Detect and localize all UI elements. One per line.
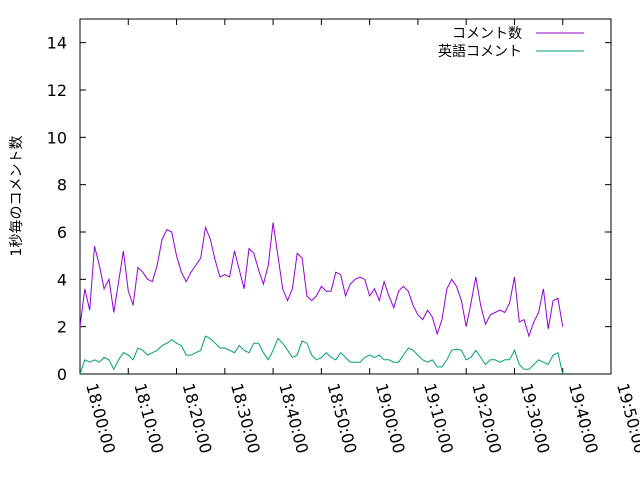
x-tick-label: 18:30:00 [227,381,264,455]
y-tick-label: 6 [57,223,67,242]
plot-frame [79,18,612,375]
x-tick-label: 18:50:00 [323,381,360,455]
legend-label: コメント数 [452,26,522,42]
y-tick-label: 2 [57,318,67,337]
x-tick-label: 18:10:00 [130,381,167,455]
series-line-1 [79,335,564,375]
x-tick-label: 19:30:00 [517,381,554,455]
x-tick-label: 18:00:00 [82,381,119,455]
y-tick-label: 14 [47,34,67,53]
y-tick-label: 4 [57,270,67,289]
series-layer [79,222,564,375]
x-tick-label: 19:50:00 [613,381,640,455]
legend-label: 英語コメント [438,43,522,60]
x-tick-label: 19:40:00 [565,381,602,455]
y-axis-label: 1秒毎のコメント数 [9,136,25,257]
y-tick-label: 12 [47,81,67,100]
x-tick-label: 18:20:00 [179,381,216,455]
y-tick-label: 0 [57,365,67,384]
x-tick-label: 19:10:00 [420,381,457,455]
x-tick-label: 19:20:00 [468,381,505,455]
y-tick-label: 10 [47,128,67,147]
y-tick-label: 8 [57,176,67,195]
series-line-0 [79,222,564,338]
x-tick-label: 18:40:00 [275,381,312,455]
x-tick-label: 19:00:00 [372,381,409,455]
x-axis-ticks: 18:00:00 18:10:00 18:20:00 18:30:00 18:40:00… [79,19,640,455]
y-axis-ticks: 0 2 4 6 8 10 12 14 [47,34,611,384]
